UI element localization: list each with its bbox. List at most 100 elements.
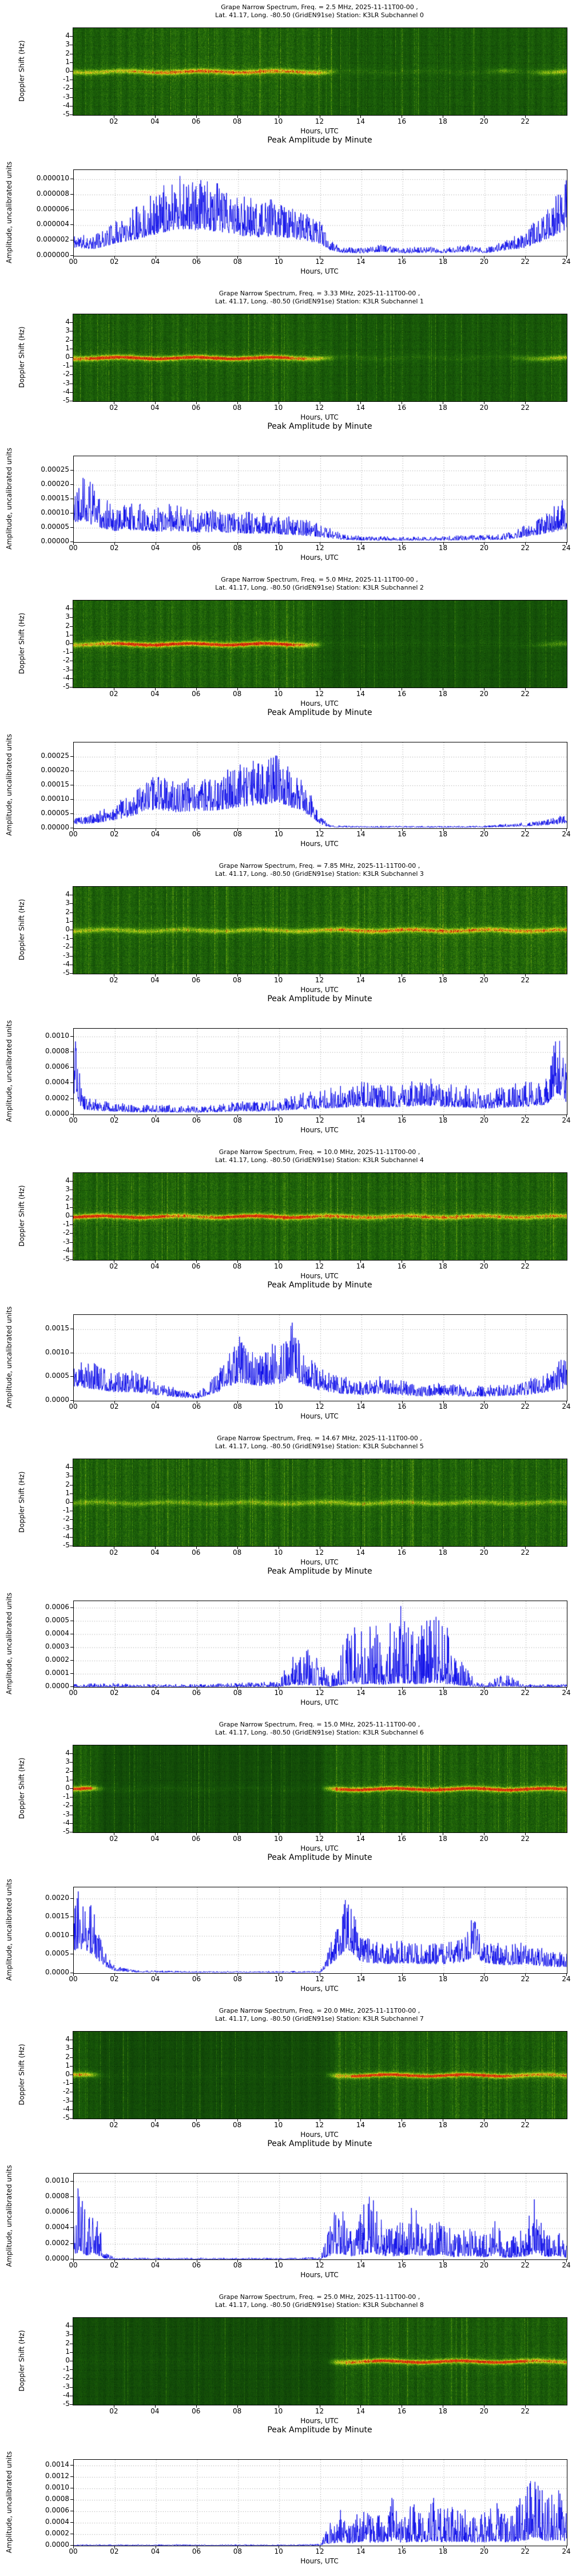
tick-mark xyxy=(70,1519,73,1520)
spectrogram-y-tick-label: -5 xyxy=(63,1541,70,1549)
amplitude-y-tick-label: 0.0003 xyxy=(45,1642,69,1650)
tick-mark xyxy=(70,1181,73,1182)
amplitude-y-tick-label: 0.0020 xyxy=(45,1893,69,1902)
amplitude-x-tick-label: 14 xyxy=(356,544,366,552)
spectrogram-x-tick-label: 08 xyxy=(233,117,242,125)
amplitude-y-tick-label: 0.00000 xyxy=(41,823,69,831)
spectrogram-x-tick-label: 22 xyxy=(521,1548,530,1556)
amplitude-x-tick-label: 18 xyxy=(438,544,448,552)
spectrogram-y-tick-label: 3 xyxy=(65,899,70,907)
tick-mark xyxy=(154,688,156,690)
tick-mark xyxy=(443,256,444,259)
tick-mark xyxy=(70,2476,73,2477)
spectrogram-y-tick-label: -4 xyxy=(63,2391,70,2399)
tick-mark xyxy=(566,2546,567,2549)
spectrogram-x-tick-label: 16 xyxy=(397,2121,406,2129)
tick-mark xyxy=(360,688,362,690)
amplitude-x-tick-label: 10 xyxy=(274,544,283,552)
spectrogram-x-tick-label: 12 xyxy=(315,690,324,698)
amplitude-y-tick-label: 0.00005 xyxy=(41,523,69,531)
tick-mark xyxy=(70,339,73,341)
tick-mark xyxy=(70,2227,73,2229)
amplitude-x-tick-label: 06 xyxy=(192,830,201,838)
tick-mark xyxy=(360,1115,362,1117)
tick-mark xyxy=(70,973,73,974)
amplitude-y-tick-label: 0.00005 xyxy=(41,809,69,817)
spectrogram-y-tick-label: -1 xyxy=(63,934,70,942)
amplitude-x-tick-label: 22 xyxy=(521,1402,530,1411)
amplitude-y-tick-label: 0.0005 xyxy=(45,1372,69,1380)
amplitude-x-axis-label: Hours, UTC xyxy=(300,2557,339,2565)
tick-mark xyxy=(525,402,526,404)
tick-mark xyxy=(70,920,73,922)
amplitude-x-tick-label: 02 xyxy=(110,258,119,266)
amplitude-y-tick-label: 0.000006 xyxy=(36,204,69,213)
spectrogram-x-tick-label: 08 xyxy=(233,2121,242,2129)
tick-mark xyxy=(525,2119,526,2121)
amplitude-line-chart xyxy=(73,2173,567,2260)
spectrogram-x-tick-label: 04 xyxy=(150,976,160,984)
spectrogram-x-tick-label: 20 xyxy=(479,976,488,984)
spectrogram-x-tick-label: 18 xyxy=(438,976,447,984)
spectrogram-x-tick-label: 14 xyxy=(356,1262,366,1270)
amplitude-y-tick-label: 0.0006 xyxy=(45,1062,69,1071)
spectrogram-y-tick-label: -4 xyxy=(63,101,70,109)
amplitude-x-tick-label: 18 xyxy=(438,1402,448,1411)
amplitude-line-chart xyxy=(73,1028,567,1115)
tick-mark xyxy=(360,2119,362,2121)
amplitude-x-tick-label: 04 xyxy=(151,2261,160,2269)
amplitude-chart-title: Peak Amplitude by Minute xyxy=(267,708,372,717)
tick-mark xyxy=(154,116,156,118)
amplitude-x-tick-label: 16 xyxy=(398,544,407,552)
tick-mark xyxy=(73,2546,74,2549)
spectrogram-x-tick-label: 04 xyxy=(150,2407,160,2415)
amplitude-x-tick-label: 02 xyxy=(110,1402,119,1411)
tick-mark xyxy=(114,256,115,259)
tick-mark xyxy=(70,71,73,72)
amplitude-x-tick-label: 04 xyxy=(151,1402,160,1411)
tick-mark xyxy=(70,62,73,63)
amplitude-x-tick-label: 08 xyxy=(233,258,242,266)
spectrogram-y-tick-label: -5 xyxy=(63,110,70,118)
tick-mark xyxy=(70,2048,73,2049)
amplitude-x-tick-label: 14 xyxy=(356,258,366,266)
amplitude-y-tick-label: 0.0000 xyxy=(45,1109,69,1117)
spectrogram-y-tick-label: 4 xyxy=(65,1176,70,1185)
spectrogram-y-tick-label: -4 xyxy=(63,1818,70,1827)
spectrogram-x-tick-label: 12 xyxy=(315,1548,324,1556)
tick-mark xyxy=(70,1771,73,1772)
tick-mark xyxy=(70,2057,73,2058)
spectrogram-heatmap xyxy=(73,1172,567,1261)
amplitude-x-tick-label: 14 xyxy=(356,1116,366,1124)
amplitude-x-tick-label: 06 xyxy=(192,1116,201,1124)
spectrogram-y-tick-label: 0 xyxy=(65,1498,70,1506)
amplitude-x-tick-label: 08 xyxy=(233,544,242,552)
tick-mark xyxy=(360,1547,362,1549)
spectrogram-heatmap xyxy=(73,2031,567,2119)
tick-mark xyxy=(360,2260,362,2262)
spectrogram-title: Grape Narrow Spectrum, Freq. = 7.85 MHz,… xyxy=(219,862,420,870)
tick-mark xyxy=(154,402,156,404)
tick-mark xyxy=(114,829,115,831)
spectrogram-x-tick-label: 18 xyxy=(438,1548,447,1556)
tick-mark xyxy=(70,2334,73,2336)
spectrogram-y-tick-label: -2 xyxy=(63,942,70,951)
spectrogram-y-tick-label: -5 xyxy=(63,396,70,404)
amplitude-y-axis-label: Amplitude, uncalibrated units xyxy=(5,1020,13,1122)
tick-mark xyxy=(114,1401,115,1404)
spectrogram-x-tick-label: 22 xyxy=(521,2407,530,2415)
tick-mark xyxy=(154,2405,156,2408)
amplitude-y-tick-label: 0.000010 xyxy=(36,174,69,183)
tick-mark xyxy=(360,2546,362,2549)
spectrogram-x-tick-label: 06 xyxy=(192,404,201,412)
tick-mark xyxy=(73,1688,74,1690)
amplitude-y-tick-label: 0.000000 xyxy=(36,251,69,259)
amplitude-x-tick-label: 24 xyxy=(562,2261,571,2269)
tick-mark xyxy=(70,643,73,644)
tick-mark xyxy=(360,1401,362,1404)
tick-mark xyxy=(196,1547,197,1549)
tick-mark xyxy=(70,912,73,913)
spectrogram-x-tick-label: 04 xyxy=(150,117,160,125)
tick-mark xyxy=(237,1688,239,1690)
amplitude-x-tick-label: 12 xyxy=(315,1116,324,1124)
